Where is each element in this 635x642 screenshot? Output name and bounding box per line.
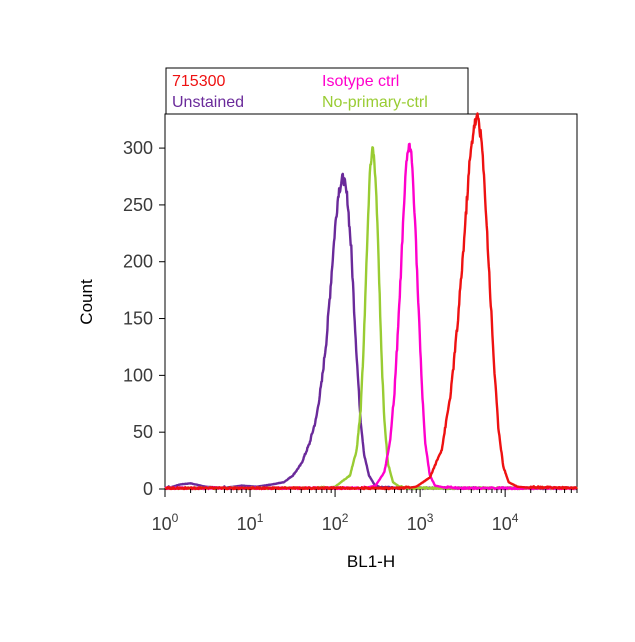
x-tick-label-100: 102	[322, 511, 349, 534]
x-axis-title: BL1-H	[347, 552, 395, 571]
y-axis-title: Count	[77, 279, 96, 325]
y-tick-label-0: 0	[143, 479, 153, 499]
series-layer	[164, 112, 579, 491]
y-tick-label-200: 200	[123, 252, 153, 272]
x-axis: 100 101 102 103 104	[152, 489, 578, 534]
y-axis: 0 50 100 150 200 250 300	[123, 138, 165, 499]
y-tick-label-300: 300	[123, 138, 153, 158]
legend-box	[165, 67, 469, 115]
x-tick-label-10: 101	[237, 511, 264, 534]
x-tick-label-1000: 103	[407, 511, 434, 534]
legend: 715300 Isotype ctrl Unstained No-primary…	[165, 67, 469, 115]
y-tick-label-250: 250	[123, 195, 153, 215]
y-tick-label-100: 100	[123, 365, 153, 385]
series-line-715300	[164, 112, 578, 491]
legend-label-unstained: Unstained	[172, 94, 244, 111]
x-tick-label-10000: 104	[492, 511, 519, 534]
legend-label-isotype-ctrl: Isotype ctrl	[322, 73, 399, 90]
y-tick-label-150: 150	[123, 309, 153, 329]
x-tick-label-1: 100	[152, 511, 179, 534]
y-tick-label-50: 50	[133, 422, 153, 442]
legend-label-no-primary-ctrl: No-primary-ctrl	[322, 94, 428, 111]
legend-label-715300: 715300	[172, 73, 225, 90]
